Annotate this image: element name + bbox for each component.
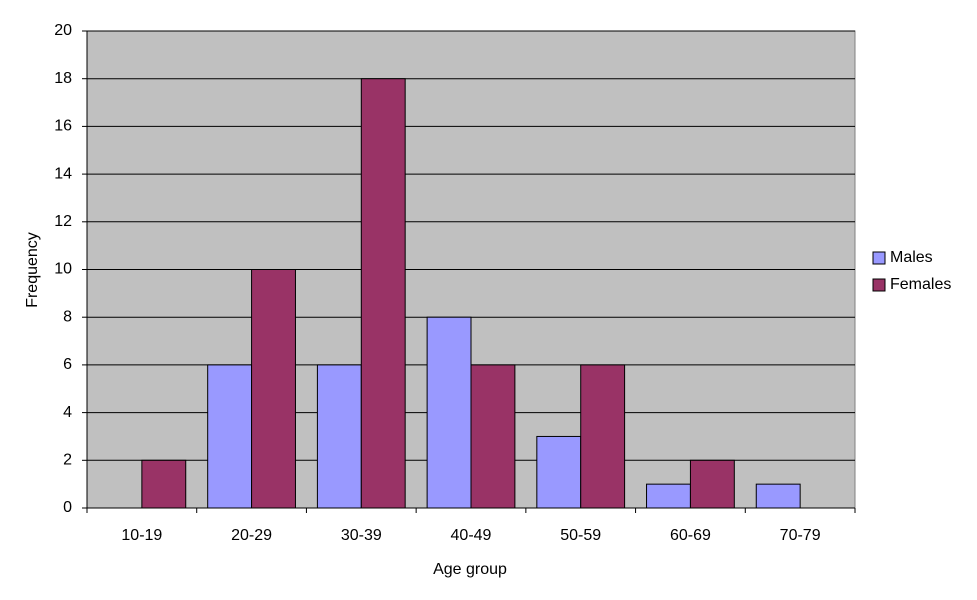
y-tick-label: 20: [54, 22, 72, 39]
bar: [141, 459, 187, 509]
bar: [646, 483, 691, 509]
bar: [580, 364, 626, 509]
bar: [251, 269, 296, 509]
x-axis-label: Age group: [433, 561, 507, 578]
y-tick-label: 2: [63, 452, 72, 469]
x-tick-label: 30-39: [341, 527, 382, 544]
bar: [316, 364, 362, 509]
x-tick-label: 60-69: [670, 527, 711, 544]
x-tick-label: 20-29: [231, 527, 272, 544]
y-axis-label: Frequency: [24, 232, 41, 308]
bar: [536, 435, 582, 509]
y-tick-label: 0: [63, 499, 72, 516]
legend-swatch: [872, 251, 886, 265]
y-tick-label: 4: [63, 404, 72, 421]
y-tick-label: 10: [54, 261, 72, 278]
bar: [689, 459, 735, 509]
legend-label: Males: [890, 249, 933, 266]
bar: [207, 364, 253, 509]
legend-label: Females: [890, 276, 951, 293]
legend-swatch: [872, 278, 886, 292]
y-tick-label: 14: [54, 165, 72, 182]
bar: [470, 364, 516, 509]
y-tick-label: 6: [63, 356, 72, 373]
x-tick-label: 70-79: [780, 527, 821, 544]
x-tick-label: 50-59: [560, 527, 601, 544]
bar: [426, 316, 472, 509]
y-tick-label: 8: [63, 308, 72, 325]
x-tick-label: 10-19: [121, 527, 162, 544]
y-tick-label: 12: [54, 213, 72, 230]
x-tick-label: 40-49: [451, 527, 492, 544]
bar: [360, 78, 406, 509]
y-tick-label: 16: [54, 118, 72, 135]
y-tick-label: 18: [54, 70, 72, 87]
bar: [755, 483, 801, 509]
